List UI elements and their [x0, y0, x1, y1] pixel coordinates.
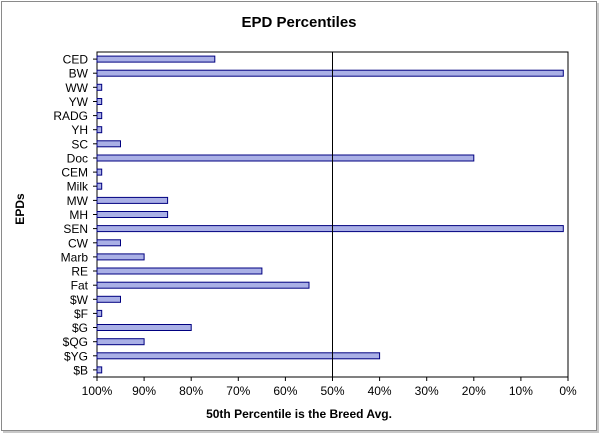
bar-radg: [96, 112, 103, 120]
bar-dollar-yg: [96, 352, 381, 360]
x-tick-label-40: 40%: [368, 384, 392, 398]
bar-fat: [96, 281, 310, 289]
bar-group: [96, 55, 564, 374]
y-tick-label-yh: YH: [71, 123, 88, 137]
bar-dollar-b: [96, 366, 103, 374]
bar-doc: [96, 154, 475, 162]
y-tick-label-ww: WW: [65, 81, 88, 95]
bar-yw: [96, 98, 103, 105]
x-tick-label-20: 20%: [462, 384, 486, 398]
y-tick-label-dollar-f: $F: [74, 307, 88, 321]
bar-yh: [96, 126, 103, 134]
y-tick-label-dollar-yg: $YG: [64, 349, 88, 363]
bar-milk: [96, 182, 103, 190]
y-tick-label-dollar-b: $B: [73, 363, 88, 377]
x-tick-label-100: 100%: [82, 384, 113, 398]
y-tick-label-milk: Milk: [67, 180, 89, 194]
epd-percentile-chart: EPD Percentiles 50th Percentile is the B…: [13, 14, 577, 421]
x-tick-label-60: 60%: [273, 384, 297, 398]
x-tick-label-30: 30%: [415, 384, 439, 398]
y-tick-label-cem: CEM: [61, 166, 88, 180]
bar-ww: [96, 83, 103, 91]
y-tick-label-marb: Marb: [61, 250, 89, 264]
y-tick-label-doc: Doc: [67, 152, 88, 166]
bar-ced: [96, 55, 216, 63]
y-axis-title: EPDs: [13, 193, 27, 225]
y-tick-label-radg: RADG: [53, 109, 88, 123]
bar-dollar-f: [96, 309, 103, 317]
y-tick-label-sen: SEN: [63, 222, 88, 236]
y-tick-label-yw: YW: [69, 95, 89, 109]
bar-sen: [96, 225, 564, 233]
bar-marb: [96, 253, 145, 261]
y-tick-label-dollar-w: $W: [70, 293, 89, 307]
chart-title: EPD Percentiles: [241, 14, 356, 31]
bar-cw: [96, 239, 121, 247]
x-tick-label-80: 80%: [179, 384, 203, 398]
x-tick-label-70: 70%: [226, 384, 250, 398]
x-axis-title: 50th Percentile is the Breed Avg.: [206, 407, 392, 421]
bar-mw: [96, 196, 169, 204]
bar-mh: [96, 211, 169, 218]
y-tick-label-bw: BW: [69, 67, 89, 81]
bar-dollar-w: [96, 295, 121, 303]
x-tick-group: 100% 90% 80% 70% 60% 50% 40% 30% 20% 10% 0%: [82, 377, 577, 398]
y-tick-label-dollar-qg: $QG: [63, 335, 88, 349]
y-tick-label-mh: MH: [69, 208, 88, 222]
bar-re: [96, 267, 263, 275]
bar-cem: [96, 168, 103, 176]
y-tick-label-cw: CW: [68, 236, 89, 250]
y-tick-label-sc: SC: [71, 137, 88, 151]
y-tick-label-dollar-g: $G: [72, 321, 88, 335]
x-tick-label-10: 10%: [509, 384, 533, 398]
bar-sc: [96, 140, 121, 148]
y-tick-label-mw: MW: [67, 194, 89, 208]
y-tick-label-ced: CED: [63, 53, 89, 67]
x-tick-label-90: 90%: [132, 384, 156, 398]
y-tick-label-re: RE: [71, 265, 88, 279]
y-tick-label-fat: Fat: [71, 279, 89, 293]
y-tick-group: CEDBWWWYWRADGYHSCDocCEMMilkMWMHSENCWMarb…: [53, 53, 97, 378]
bar-dollar-qg: [96, 338, 145, 346]
x-tick-label-0: 0%: [559, 384, 577, 398]
bar-bw: [96, 69, 564, 77]
x-tick-label-50: 50%: [320, 384, 344, 398]
bar-dollar-g: [96, 324, 192, 331]
